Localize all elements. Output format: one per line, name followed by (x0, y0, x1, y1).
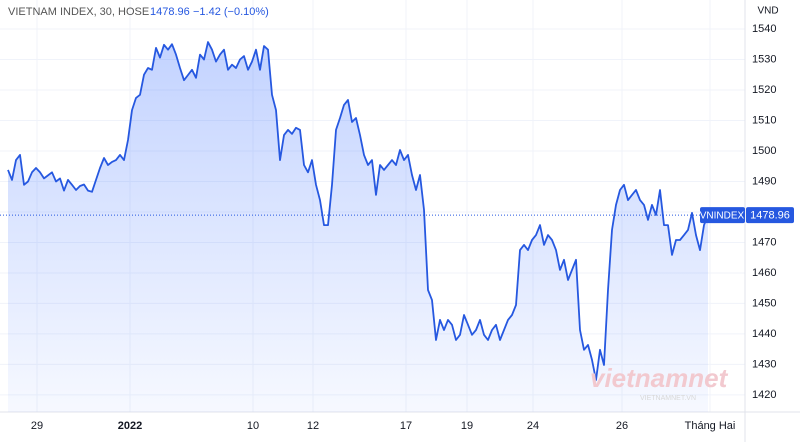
y-tick-label: 1470 (752, 236, 776, 248)
y-unit: VND (757, 6, 778, 17)
y-tick-label: 1460 (752, 267, 776, 279)
price-change: −1.42 (−0.10%) (193, 6, 269, 18)
x-tick-label: Tháng Hai (685, 420, 736, 432)
y-tick-label: 1530 (752, 53, 776, 65)
x-tick-label: 10 (247, 420, 259, 432)
y-tick-label: 1420 (752, 389, 776, 401)
series-tag (700, 207, 745, 224)
price-tag-label: 1478.96 (750, 210, 790, 222)
last-price: 1478.96 (150, 6, 190, 18)
price-tag (746, 207, 794, 224)
y-tick-label: 1540 (752, 23, 776, 35)
x-tick-label: 29 (31, 420, 43, 432)
y-tick-label: 1510 (752, 114, 776, 126)
x-tick-label: 12 (307, 420, 319, 432)
area (8, 42, 708, 412)
watermark-sub: VIETNAMNET.VN (640, 395, 696, 402)
y-tick-label: 1500 (752, 145, 776, 157)
x-tick-label: 17 (400, 420, 412, 432)
x-tick-label: 19 (461, 420, 473, 432)
y-tick-label: 1430 (752, 358, 776, 370)
line (7, 41, 709, 381)
y-tick-label: 1490 (752, 175, 776, 187)
y-tick-label: 1440 (752, 328, 776, 340)
y-tick-label: 1450 (752, 297, 776, 309)
y-tick-label: 1520 (752, 84, 776, 96)
x-tick-label: 26 (616, 420, 628, 432)
x-tick-label: 24 (527, 420, 539, 432)
chart-title: VIETNAM INDEX, 30, HOSE (8, 6, 149, 18)
series-name: VNINDEX (700, 210, 745, 221)
x-tick-label: 2022 (118, 420, 142, 432)
watermark: vietnamnet (590, 363, 729, 393)
